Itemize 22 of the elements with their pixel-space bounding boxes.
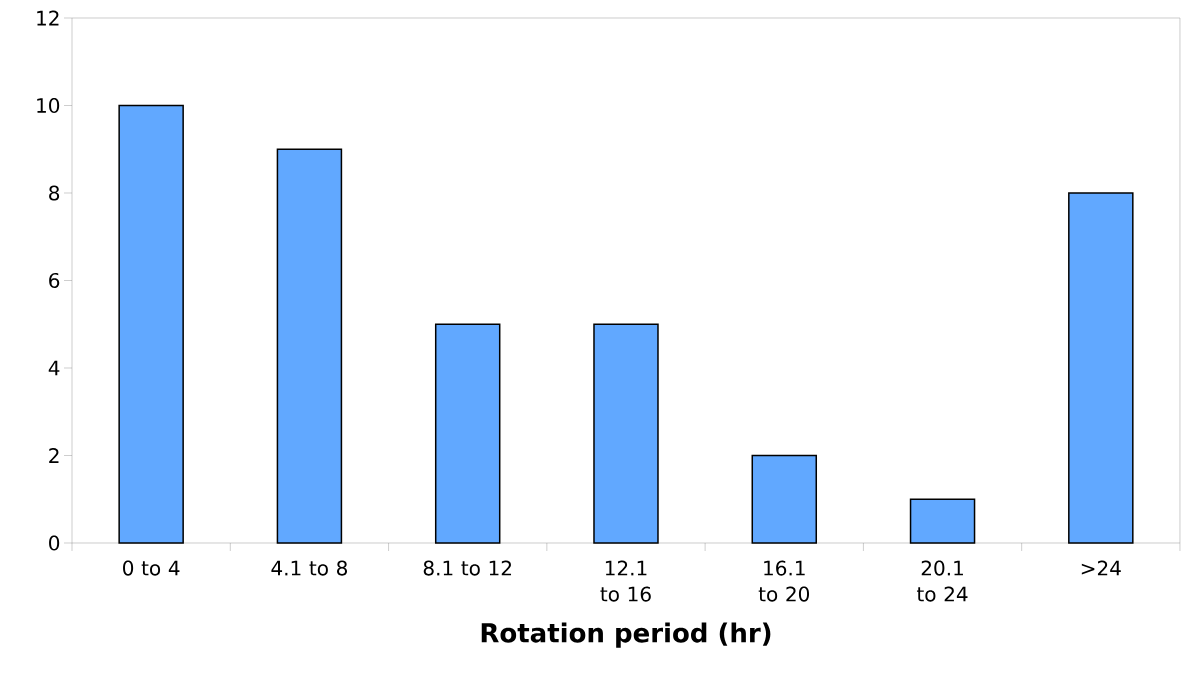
- x-tick-label: 0 to 4: [123, 560, 180, 576]
- y-tick-label: 2: [49, 448, 59, 463]
- x-tick-label: 20.1 to 24: [916, 560, 968, 602]
- bar: [593, 323, 659, 544]
- y-tick-label: 12: [37, 10, 59, 26]
- y-tick-label: 10: [37, 97, 60, 114]
- y-tick-label: 0: [49, 535, 60, 551]
- bar: [751, 454, 818, 544]
- x-tick-label: 12.1 to 16: [600, 560, 651, 602]
- bar: [118, 104, 184, 544]
- bar: [434, 323, 501, 544]
- x-tick-label: >24: [1081, 560, 1121, 576]
- x-tick-label: 16.1 to 20: [758, 560, 810, 602]
- y-tick-label: 6: [49, 272, 60, 289]
- y-tick-label: 4: [48, 360, 60, 376]
- bar: [1068, 192, 1134, 544]
- x-axis-title: Rotation period (hr): [481, 622, 771, 648]
- y-tick-label: 8: [49, 185, 60, 201]
- bar: [909, 498, 976, 544]
- bar: [276, 148, 343, 544]
- x-tick-label: 4.1 to 8: [271, 560, 348, 576]
- x-tick-label: 8.1 to 12: [423, 560, 512, 576]
